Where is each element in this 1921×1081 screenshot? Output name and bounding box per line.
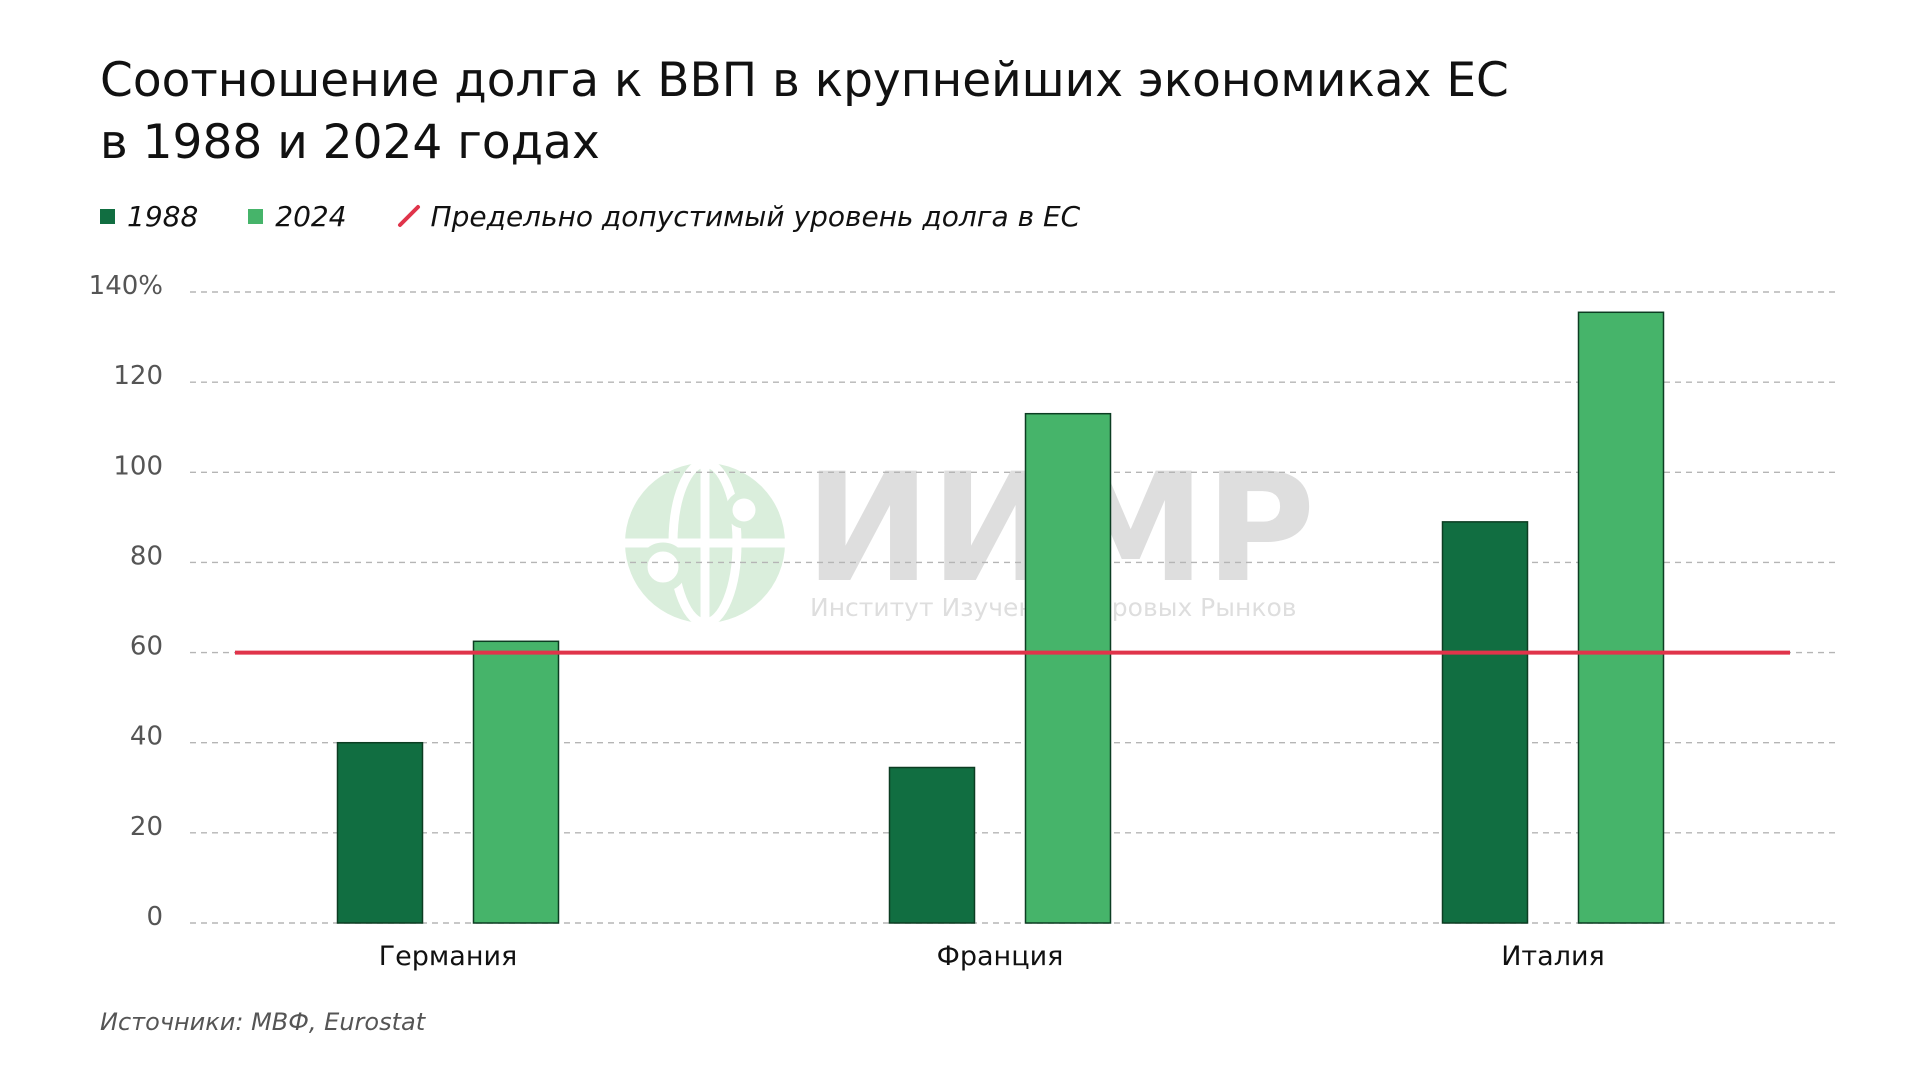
y-tick-label: 100 [113, 451, 163, 481]
bar-2024-Германия [472, 640, 560, 924]
x-tick-label: Германия [379, 941, 518, 972]
chart-title-line-2: в 1988 и 2024 годах [100, 115, 600, 170]
legend-swatch-1988 [100, 208, 115, 224]
legend-swatch-2024 [248, 208, 264, 224]
legend-item-2024: 2024 [248, 199, 347, 233]
x-tick-label: Италия [1501, 941, 1605, 972]
x-axis-labels: Германия Франция Италия [379, 941, 1605, 972]
y-tick-label: 20 [130, 812, 163, 842]
legend-label-1988: 1988 [127, 199, 199, 233]
y-tick-label: 40 [130, 722, 163, 752]
globe-logo-icon [625, 458, 785, 628]
x-tick-label: Франция [937, 941, 1064, 972]
y-tick-label: 0 [146, 902, 163, 932]
chart-legend: 1988 2024 Предельно допустимый уровень д… [100, 196, 1130, 236]
y-tick-label: 80 [130, 541, 163, 571]
bar-2024-Франция [1024, 412, 1112, 924]
source-note: Источники: МВФ, Eurostat [100, 1008, 426, 1036]
bar-2024-Италия [1577, 311, 1665, 924]
watermark: ИИМР Институт Изучения Мировых Рынков [625, 442, 1315, 628]
legend-label-2024: 2024 [275, 199, 347, 233]
bars [336, 311, 1665, 924]
bar-1988-Германия [336, 741, 424, 924]
y-axis-ticks: 0 20 40 60 80 100 120 140% [89, 271, 163, 932]
bar-1988-Италия [1441, 521, 1529, 924]
legend-item-threshold: Предельно допустимый уровень долга в ЕС [397, 199, 1081, 233]
bar-1988-Франция [888, 766, 976, 924]
y-tick-label: 120 [113, 361, 163, 391]
y-tick-label: 60 [130, 632, 163, 662]
chart-title-line-1: Соотношение долга к ВВП в крупнейших эко… [100, 53, 1509, 108]
legend-item-1988: 1988 [100, 200, 198, 233]
chart-title: Соотношение долга к ВВП в крупнейших эко… [100, 50, 1800, 174]
y-tick-label: 140% [89, 271, 163, 301]
legend-label-threshold: Предельно допустимый уровень долга в ЕС [430, 199, 1081, 233]
legend-swatch-threshold [397, 205, 420, 227]
